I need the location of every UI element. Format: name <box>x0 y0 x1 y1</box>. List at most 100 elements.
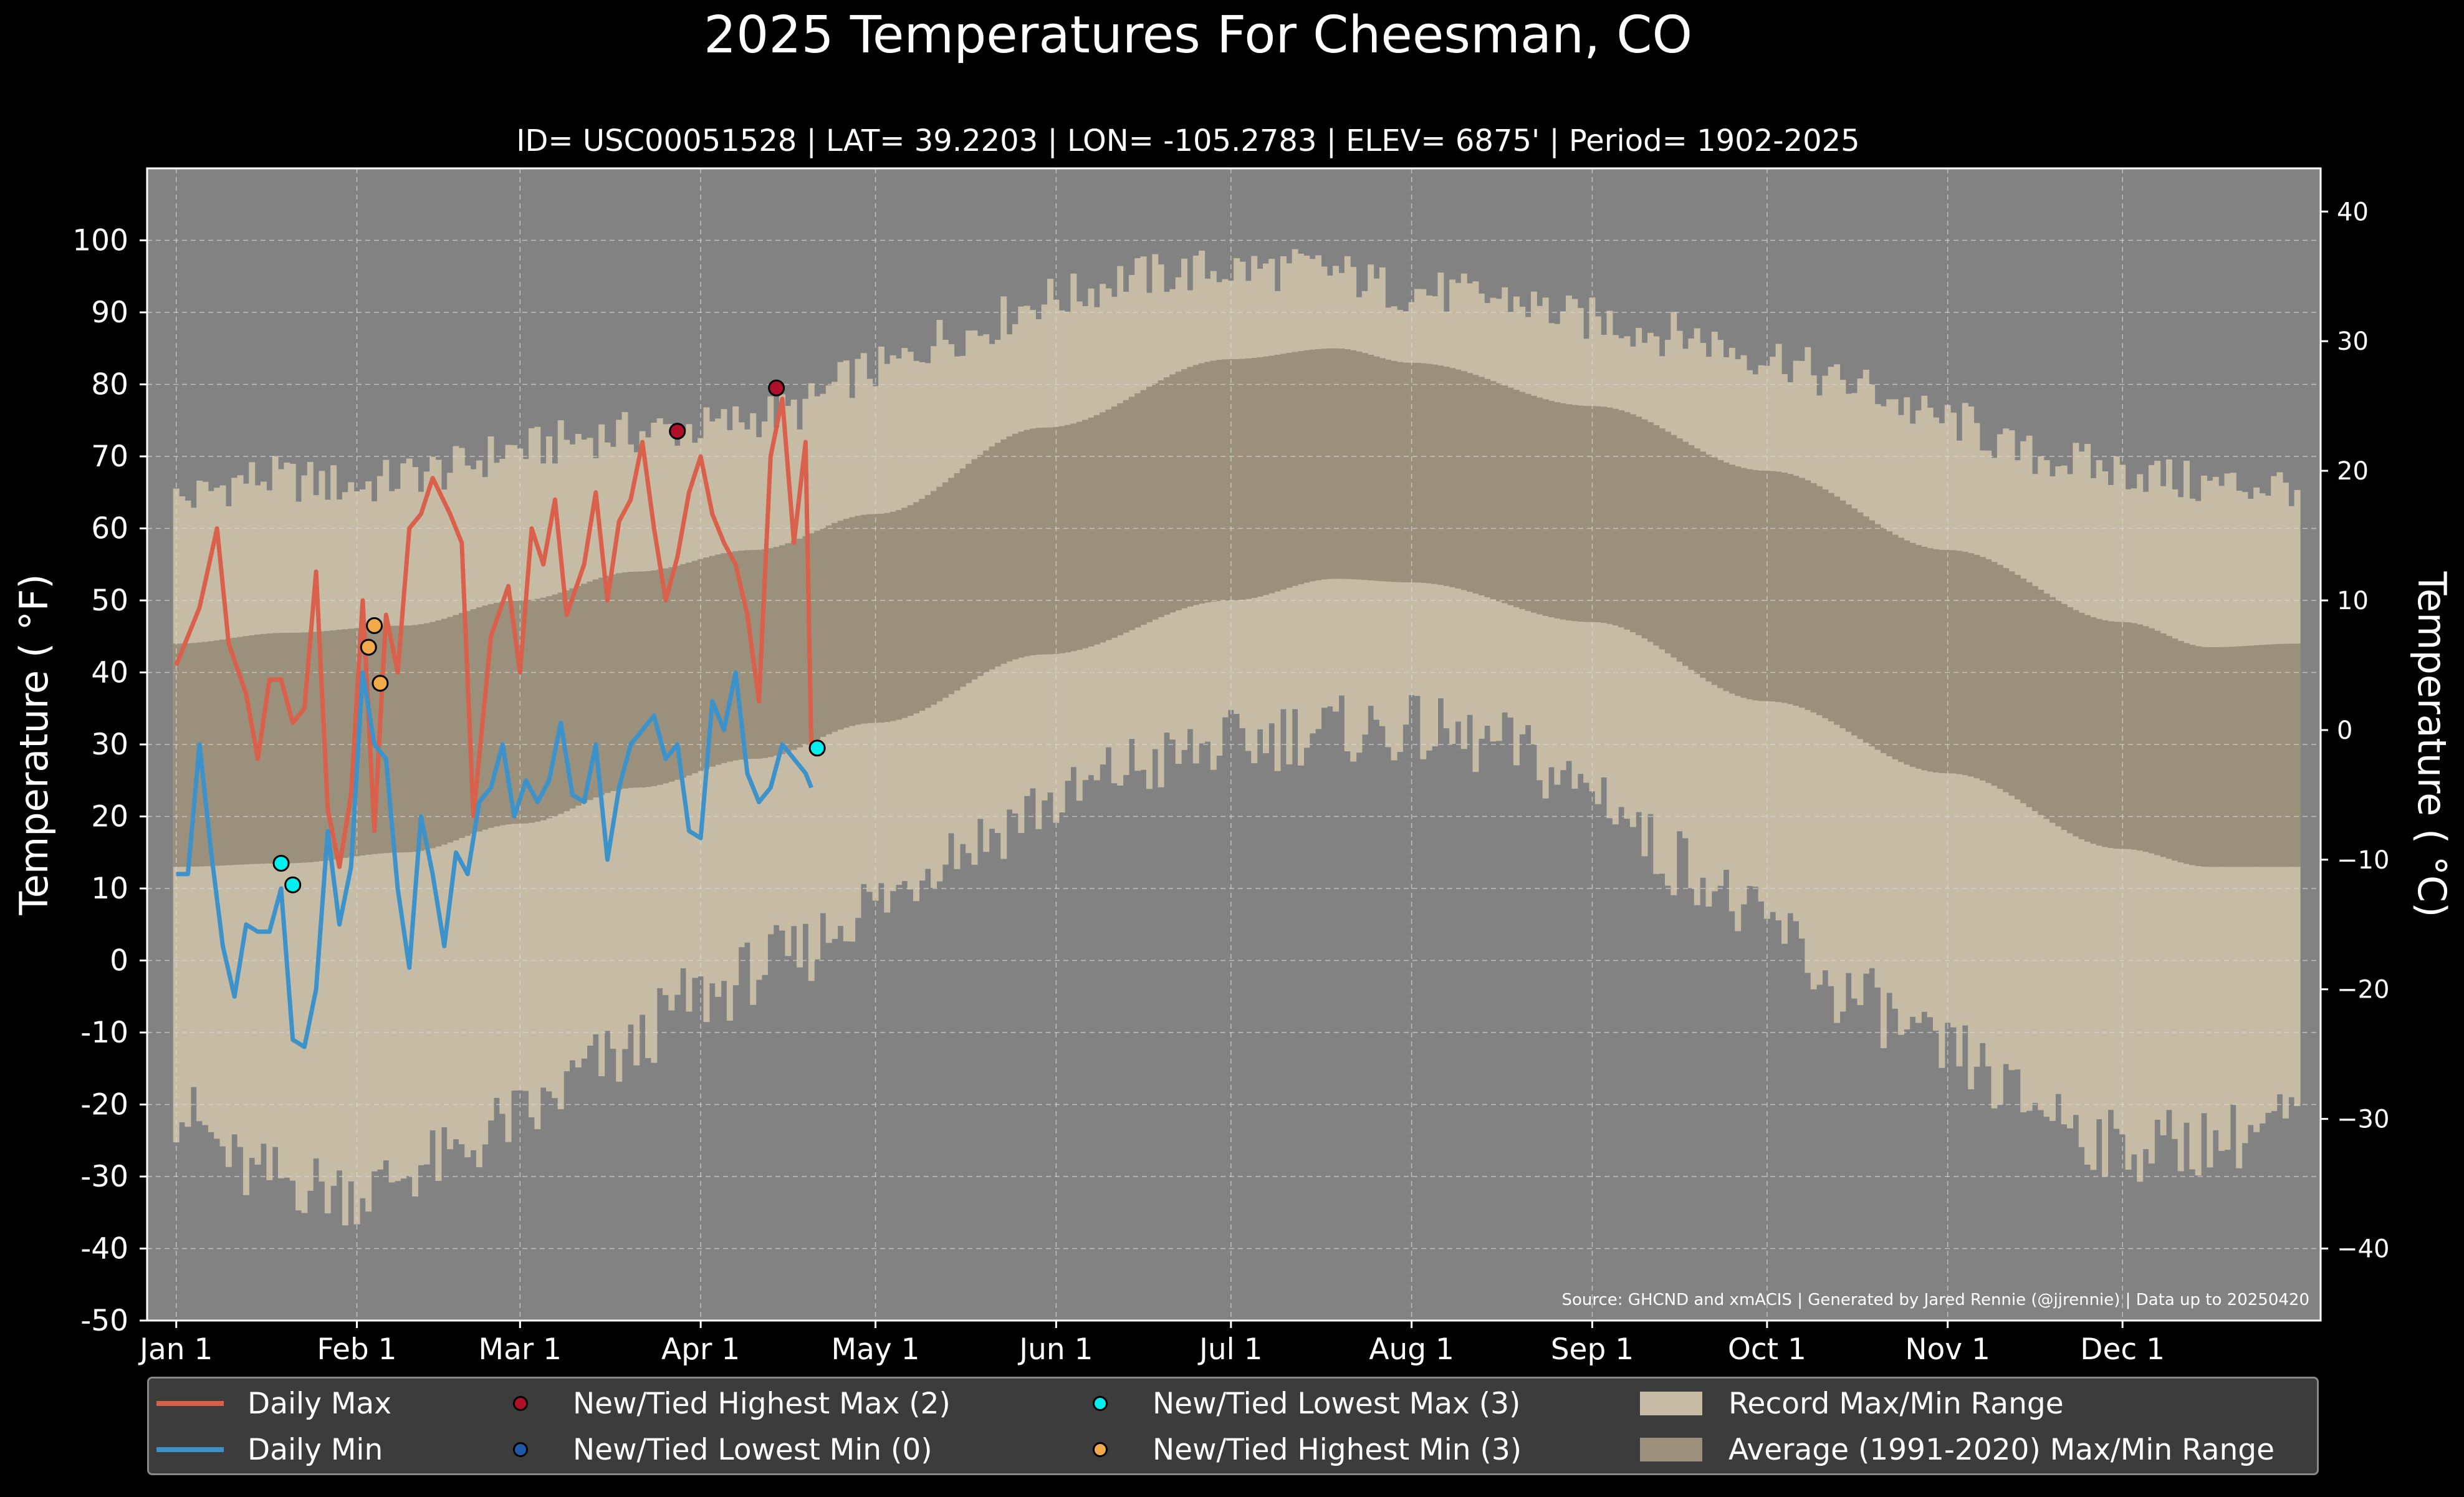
average-range-bar <box>1629 414 1636 632</box>
average-range-bar <box>1781 473 1788 703</box>
average-range-bar <box>767 548 774 758</box>
average-range-bar <box>1653 425 1660 646</box>
record-point <box>360 638 377 656</box>
average-range-bar <box>1030 428 1036 655</box>
average-range-bar <box>289 632 296 864</box>
average-range-bar <box>977 455 984 676</box>
y-tick-label: 50 <box>91 584 128 618</box>
source-note: Source: GHCND and xmACIS | Generated by … <box>1561 1291 2309 1309</box>
average-range-bar <box>1886 531 1893 756</box>
average-range-bar <box>785 543 792 753</box>
average-range-bar <box>219 639 226 866</box>
average-range-bar <box>1758 470 1765 701</box>
average-range-bar <box>889 511 896 721</box>
average-range-bar <box>1012 433 1019 660</box>
legend-daily-max-label: Daily Max <box>247 1386 392 1421</box>
average-range-bar <box>832 522 838 732</box>
average-range-bar <box>1105 409 1112 640</box>
y2-tick-label: −30 <box>2337 1105 2389 1134</box>
average-range-bar <box>2003 568 2010 792</box>
legend-new-highest-min-label: New/Tied Highest Min (3) <box>1153 1432 1522 1467</box>
y-tick-label: 10 <box>91 872 128 906</box>
average-range-bar <box>1805 480 1811 710</box>
average-range-bar <box>1548 400 1555 617</box>
average-range-bar <box>453 615 459 840</box>
average-range-bar <box>348 628 355 857</box>
average-range-bar <box>1589 406 1596 622</box>
average-range-bar <box>2084 615 2091 842</box>
average-range-bar <box>324 630 331 860</box>
average-range-bar <box>2090 617 2097 844</box>
average-range-bar <box>1408 362 1415 583</box>
average-range-bar <box>1711 457 1718 685</box>
average-range-bar <box>1735 466 1742 696</box>
average-range-bar <box>2177 640 2184 863</box>
average-range-bar <box>1892 534 1899 759</box>
average-range-bar <box>931 491 937 705</box>
average-range-bar <box>1000 439 1007 664</box>
average-range-bar <box>179 643 186 867</box>
average-range-bar <box>1251 358 1258 598</box>
average-range-bar <box>2288 643 2295 867</box>
record-range-swatch <box>1640 1392 1702 1415</box>
average-range-bar <box>1490 381 1497 600</box>
highest-min-marker-icon <box>1093 1442 1108 1457</box>
average-range-bar <box>359 627 366 855</box>
average-range-bar <box>1793 476 1800 706</box>
average-range-bar <box>2096 619 2102 846</box>
average-range-bar <box>1705 455 1712 681</box>
average-range-bar <box>1968 553 1975 777</box>
average-range-bar <box>511 600 517 824</box>
y-tick-label: 30 <box>91 728 128 762</box>
average-range-bar <box>1542 399 1549 616</box>
record-point <box>808 739 826 757</box>
average-range-bar <box>231 637 238 865</box>
average-range-bar <box>1985 559 1992 783</box>
average-range-bar <box>1018 431 1025 658</box>
average-range-bar <box>1810 483 1817 713</box>
average-range-bar <box>2276 643 2283 867</box>
average-range-bar <box>2148 628 2155 854</box>
average-range-bar <box>2038 589 2045 816</box>
average-range-bar <box>2265 644 2271 867</box>
average-range-bar <box>1991 562 1998 786</box>
average-range-bar <box>1478 377 1485 595</box>
average-range-bar <box>1344 349 1351 579</box>
average-range-bar <box>1414 363 1421 583</box>
average-range-bar <box>820 527 827 737</box>
average-range-bar <box>1495 383 1502 602</box>
gridlines <box>147 168 2321 1321</box>
average-range-bar <box>1962 551 1968 776</box>
average-range-bar <box>1874 524 1881 750</box>
average-range-bar <box>860 514 867 724</box>
average-range-bar <box>1460 371 1467 590</box>
average-range-bar <box>884 513 891 723</box>
average-range-bar <box>1192 365 1199 605</box>
average-range-bar <box>540 597 547 821</box>
average-range-bar <box>319 631 325 862</box>
average-range-bar <box>825 525 832 734</box>
x-axis: Jan 1 Feb 1 Mar 1 Apr 1 May 1 Jun 1 Jul 1 Aug 1… <box>138 1321 2165 1367</box>
average-range-bar <box>2125 622 2132 849</box>
average-range-bar <box>1315 349 1322 580</box>
average-range-bar <box>1530 395 1537 613</box>
average-range-bar <box>2043 593 2050 819</box>
y2-tick-label: −20 <box>2337 976 2389 1004</box>
average-range-bar <box>1356 351 1363 580</box>
average-range-bar <box>1088 417 1095 647</box>
average-range-bar <box>1979 557 1986 781</box>
average-range-bar <box>755 549 762 759</box>
average-range-bar <box>1904 540 1910 765</box>
average-range-bar <box>855 516 861 725</box>
average-range-bar <box>423 623 430 850</box>
average-range-bar <box>1274 354 1281 592</box>
average-range-bar <box>2247 645 2254 867</box>
legend-record-range-label: Record Max/Min Range <box>1728 1386 2064 1421</box>
average-range-bar <box>1100 412 1106 643</box>
average-range-bar <box>1845 504 1852 732</box>
average-range-bar <box>663 568 669 784</box>
x-tick-label: Aug 1 <box>1369 1332 1454 1367</box>
average-range-bar <box>563 590 570 812</box>
average-range-bar <box>2271 644 2278 867</box>
record-point <box>768 379 785 397</box>
